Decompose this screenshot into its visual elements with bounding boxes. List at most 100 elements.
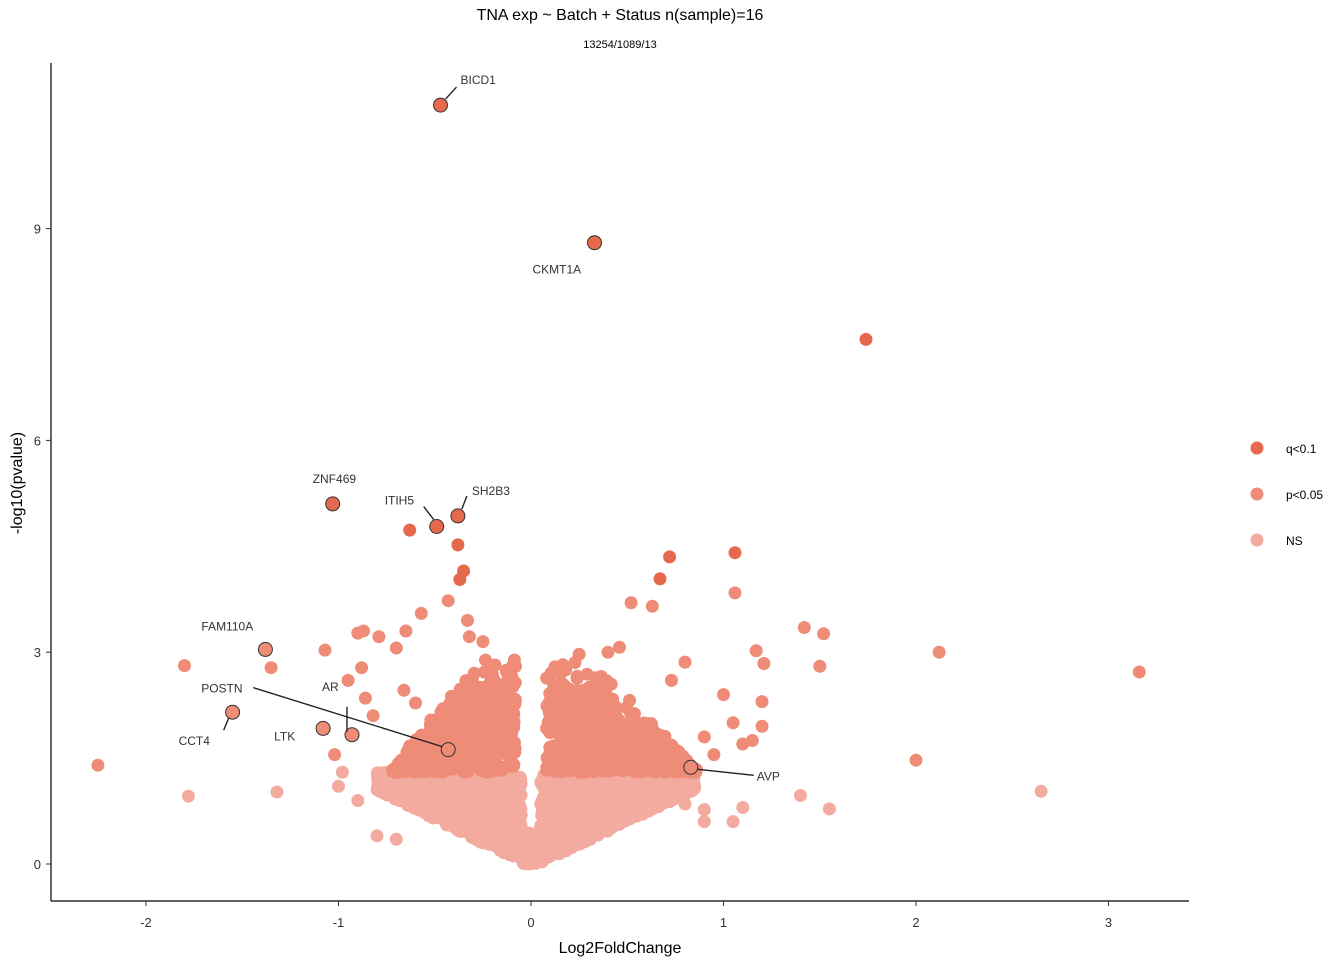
data-point	[697, 815, 711, 829]
x-axis-ticks: -2 -1 0 1 2 3	[140, 901, 1112, 930]
data-point	[477, 727, 491, 741]
data-point	[509, 815, 523, 829]
data-point	[662, 790, 676, 804]
data-point	[468, 830, 482, 844]
data-point	[477, 665, 491, 679]
data-point	[389, 641, 403, 655]
gene-label-ar: AR	[322, 680, 339, 694]
data-point	[415, 728, 428, 742]
data-point	[421, 782, 435, 796]
leader-line-bicd1	[445, 86, 458, 100]
data-point	[653, 572, 667, 586]
data-point	[578, 765, 591, 779]
gene-labels: BICD1 CKMT1A ZNF469 ITIH5 SH2B3 FAM110A POSTN A…	[179, 73, 780, 783]
data-point	[535, 805, 549, 819]
data-point	[372, 630, 386, 644]
data-point	[442, 732, 456, 745]
data-point	[181, 789, 195, 803]
data-point	[371, 772, 385, 786]
gene-label-avp: AVP	[757, 769, 780, 783]
data-point	[726, 716, 740, 730]
data-point	[629, 809, 643, 823]
data-point	[557, 842, 571, 856]
data-point	[631, 755, 645, 769]
data-point	[264, 661, 278, 675]
data-point	[547, 801, 561, 815]
data-point	[458, 802, 472, 816]
data-point	[797, 621, 811, 634]
highlighted-point-znf469	[325, 496, 341, 512]
data-point	[909, 753, 923, 767]
data-point	[570, 684, 584, 698]
data-point	[408, 788, 422, 802]
data-point	[406, 748, 420, 762]
data-point	[697, 730, 711, 744]
data-point	[728, 586, 742, 600]
gene-label-postn: POSTN	[201, 682, 242, 696]
data-point	[434, 722, 448, 736]
data-point	[461, 756, 475, 770]
data-point	[496, 710, 510, 724]
x-tick-label: 2	[912, 915, 919, 930]
data-point	[650, 765, 663, 779]
legend-key	[1250, 441, 1264, 455]
data-point	[476, 635, 490, 649]
gene-label-fam110a: FAM110A	[201, 619, 253, 633]
data-point	[351, 794, 365, 807]
data-point	[332, 779, 345, 793]
data-point	[755, 719, 769, 733]
data-point	[555, 713, 568, 727]
data-point	[457, 784, 471, 798]
data-point	[576, 703, 590, 717]
data-point	[495, 763, 509, 777]
highlighted-point-postn	[440, 742, 456, 758]
data-point	[474, 814, 488, 827]
data-point	[534, 775, 548, 789]
data-point	[932, 645, 946, 659]
highlighted-point-bicd1	[433, 97, 448, 113]
data-point	[624, 706, 637, 720]
data-point	[597, 734, 611, 748]
data-point	[526, 832, 540, 846]
data-point	[1034, 784, 1048, 798]
data-point	[660, 757, 673, 771]
data-point	[728, 546, 742, 560]
data-point	[663, 550, 677, 564]
data-point	[318, 643, 332, 657]
data-point	[91, 758, 105, 772]
data-point	[580, 667, 594, 681]
data-point	[466, 704, 480, 717]
data-point	[544, 666, 558, 680]
data-point	[549, 790, 563, 804]
data-point	[613, 716, 627, 730]
data-point	[355, 661, 369, 675]
data-point	[622, 796, 635, 810]
data-point	[341, 673, 355, 687]
data-point	[859, 332, 873, 346]
data-point	[592, 683, 606, 697]
data-point	[570, 789, 584, 803]
data-point	[270, 785, 284, 799]
data-point	[726, 815, 740, 829]
data-point	[508, 692, 522, 706]
data-point	[499, 843, 513, 857]
data-point	[445, 815, 459, 829]
chart-title: TNA exp ~ Batch + Status n(sample)=16	[477, 7, 764, 24]
leader-line-sh2b3	[461, 495, 468, 510]
data-point	[613, 640, 626, 654]
series-q-0-1	[326, 98, 873, 586]
data-point	[446, 713, 460, 727]
data-point	[547, 838, 561, 852]
data-point	[458, 812, 472, 826]
data-point	[485, 743, 499, 757]
data-point	[431, 794, 445, 808]
data-point	[451, 538, 465, 552]
data-point	[603, 703, 617, 717]
data-point	[494, 682, 508, 696]
data-point	[645, 599, 659, 613]
x-tick-label: -1	[333, 915, 345, 930]
highlighted-point-avp	[683, 759, 699, 775]
gene-label-cct4: CCT4	[179, 734, 211, 748]
leader-line-itih5	[423, 506, 435, 520]
